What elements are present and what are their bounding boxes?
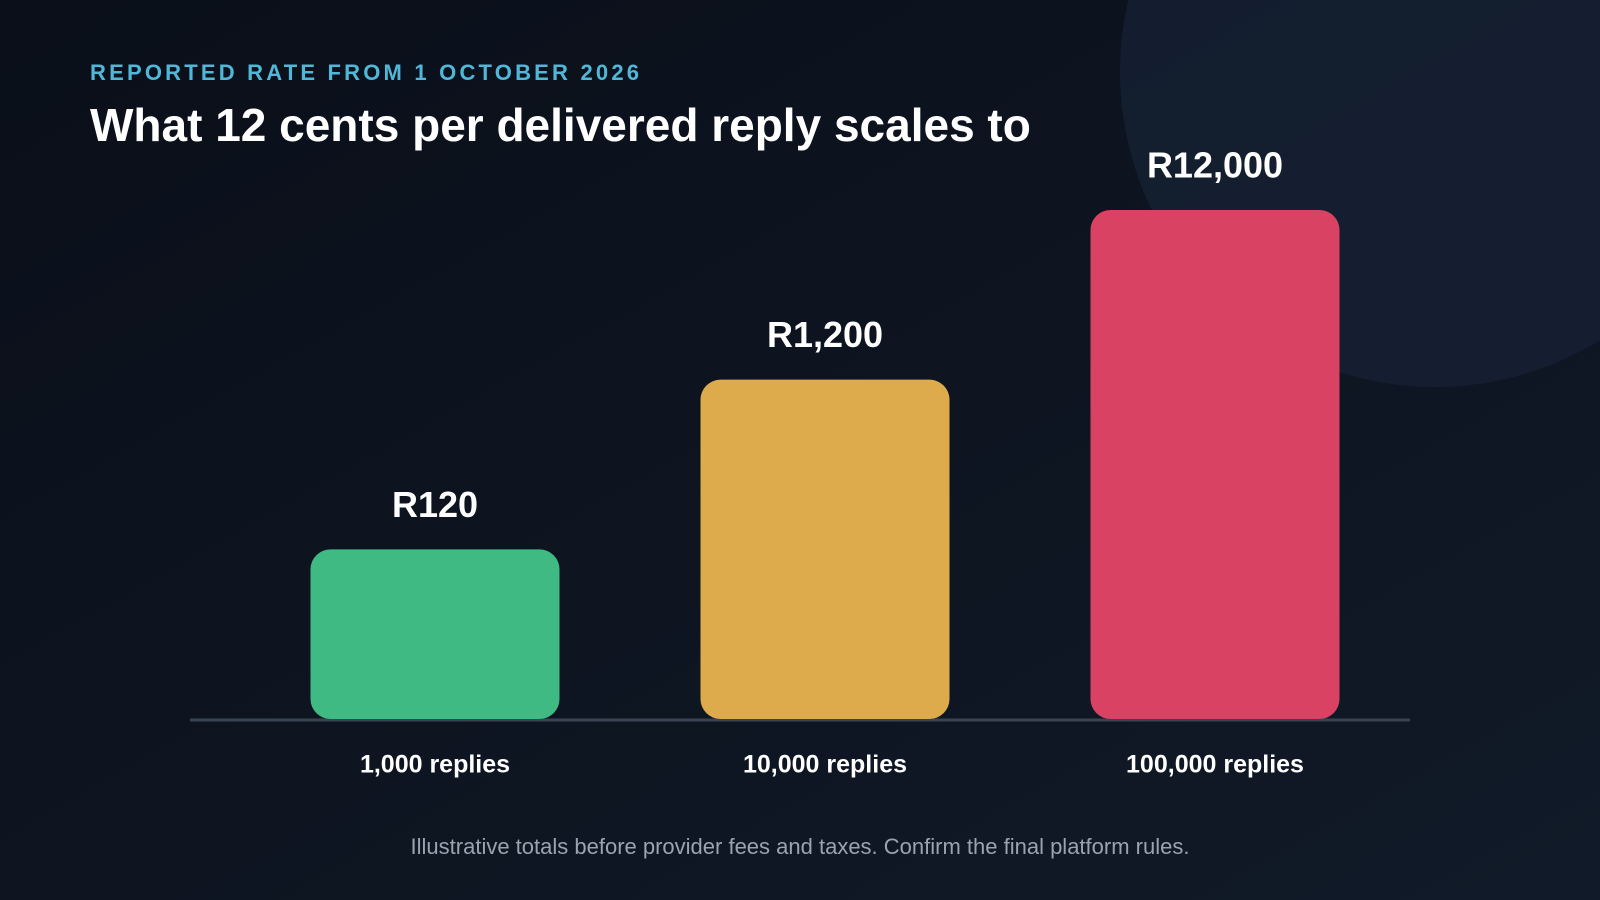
x-tick-label: 10,000 replies <box>743 751 907 779</box>
value-label: R12,000 <box>1147 145 1283 186</box>
x-tick-label: 1,000 replies <box>360 751 510 779</box>
value-label: R1,200 <box>767 314 883 355</box>
chart-title: What 12 cents per delivered reply scales… <box>90 99 1031 151</box>
bar <box>700 379 950 719</box>
bar <box>310 549 560 719</box>
subtitle: REPORTED RATE FROM 1 OCTOBER 2026 <box>90 60 642 85</box>
x-tick-label: 100,000 replies <box>1126 751 1304 779</box>
value-label: R120 <box>392 484 478 525</box>
bar <box>1090 210 1340 719</box>
footnote: Illustrative totals before provider fees… <box>411 834 1190 859</box>
